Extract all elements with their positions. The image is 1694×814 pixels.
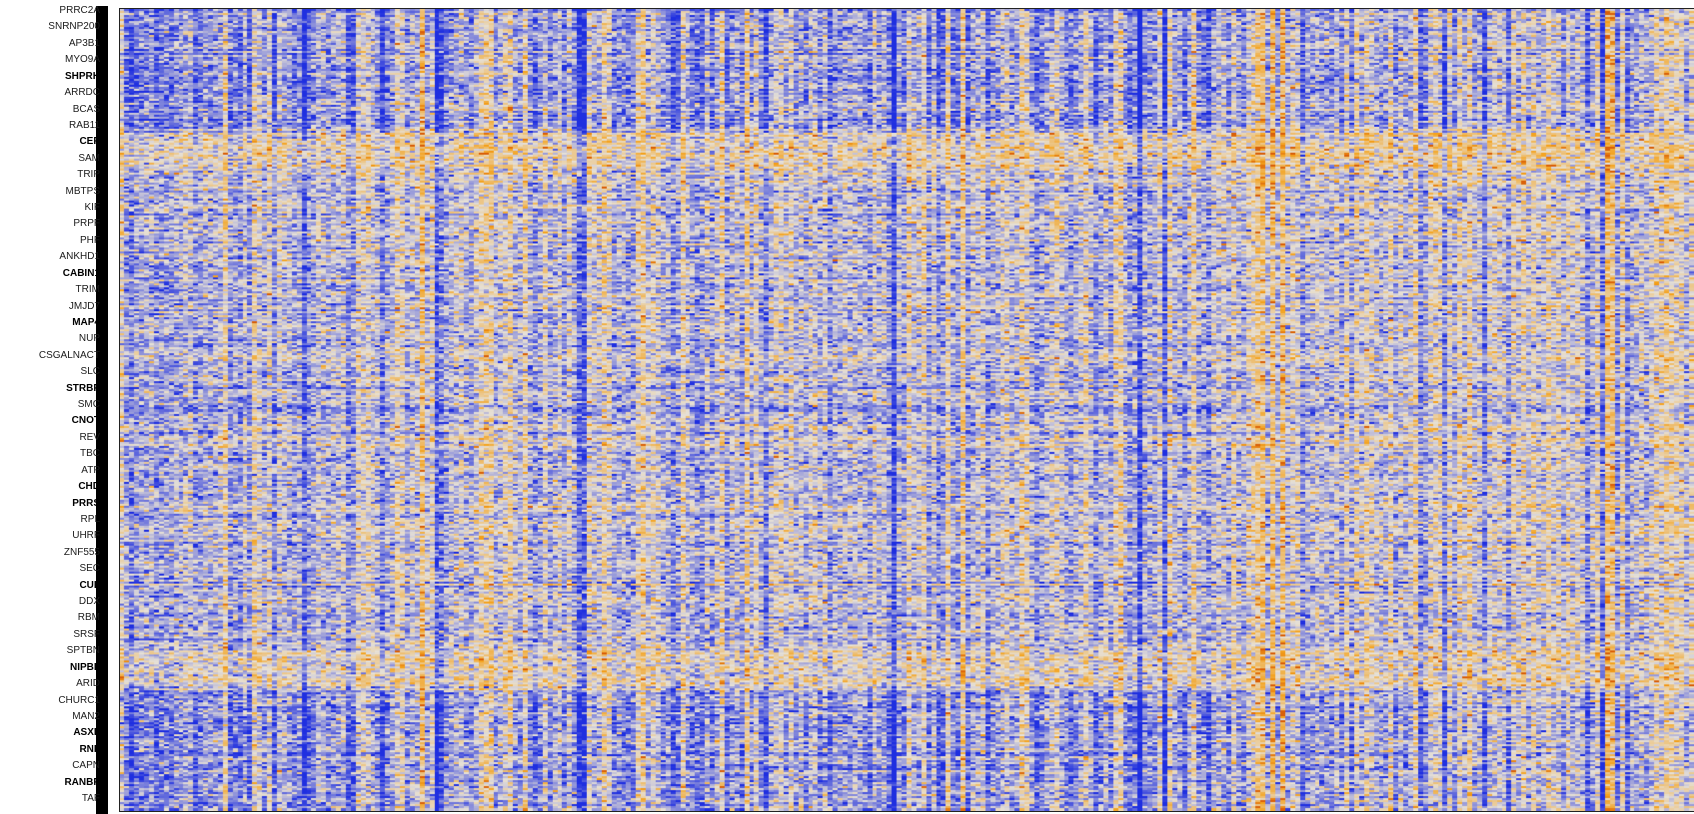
- row-label: MYO9A: [64, 54, 100, 65]
- row-label: SLC: [80, 366, 100, 377]
- row-label: REV: [79, 432, 100, 443]
- row-label: SEC: [79, 563, 100, 574]
- row-label: UHRF: [72, 530, 100, 541]
- row-label: CABIN1: [62, 268, 100, 279]
- row-label: SNRNP200: [48, 21, 100, 32]
- row-label: ANKHD1: [59, 251, 100, 262]
- row-label: TAF: [81, 793, 100, 804]
- row-label: MAP4: [72, 317, 100, 328]
- row-label: TRIP: [77, 169, 100, 180]
- row-label: PRPF: [73, 218, 100, 229]
- row-label: AP3B1: [68, 38, 100, 49]
- row-label: RNF: [79, 744, 100, 755]
- row-label: CEP: [79, 136, 100, 147]
- row-label: ASXL: [73, 727, 100, 738]
- row-label: SRSF: [73, 629, 100, 640]
- row-label: CNOT: [71, 415, 100, 426]
- row-label: SHPRH: [64, 71, 100, 82]
- row-label: JMJD7: [68, 301, 100, 312]
- row-label: PRRS: [72, 498, 100, 509]
- row-label: PRRC2A: [59, 5, 100, 16]
- row-label: RANBP: [64, 777, 100, 788]
- row-label: RBM: [77, 612, 100, 623]
- row-label: NUP: [78, 333, 100, 344]
- row-label: CHD: [78, 481, 100, 492]
- row-label: RAB11: [69, 120, 100, 131]
- row-label: DDX: [78, 596, 100, 607]
- row-label: SAM: [78, 153, 100, 164]
- row-label-column: PRRC2A SNRNP200 AP3B1 MYO9A SHPRH ARRDC BCAS RA…: [0, 6, 108, 814]
- row-label: STRBP: [66, 383, 100, 394]
- row-label: PHF: [80, 235, 100, 246]
- heatmap-plot-area: [119, 8, 1694, 812]
- row-label: NIPBL: [70, 662, 100, 673]
- row-label: TRIM: [75, 284, 100, 295]
- row-label: SPTBN: [66, 645, 100, 656]
- row-label: MBTPS: [65, 186, 100, 197]
- row-label: ATP: [81, 465, 100, 476]
- row-label: CAPN: [72, 760, 100, 771]
- row-label-overlap-strip: [96, 6, 108, 814]
- row-label: MAN2: [72, 711, 100, 722]
- heatmap-cells: [120, 9, 1694, 811]
- row-label: KIF: [84, 202, 100, 213]
- row-label: CUL: [79, 580, 100, 591]
- row-label: RPL: [80, 514, 100, 525]
- row-label: CHURC1: [58, 695, 100, 706]
- row-label: TBC: [80, 448, 100, 459]
- row-label: ARRDC: [64, 87, 100, 98]
- row-label: CSGALNACT: [38, 350, 100, 361]
- row-label: ARID: [76, 678, 100, 689]
- row-label: BCAS: [72, 104, 100, 115]
- row-label: SMC: [77, 399, 100, 410]
- row-label: ZNF555: [63, 547, 100, 558]
